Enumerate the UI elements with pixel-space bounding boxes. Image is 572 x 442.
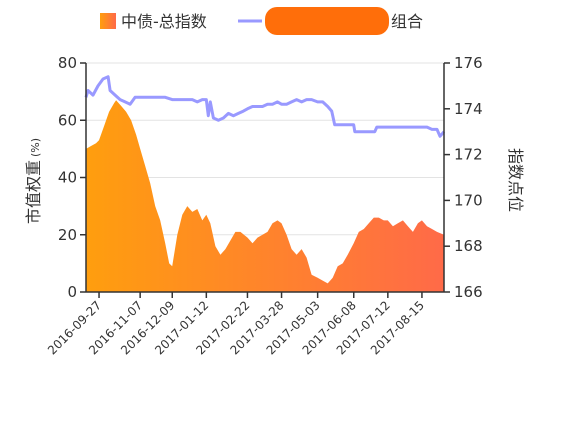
legend-area-swatch xyxy=(100,13,116,29)
legend-line-label: 组合 xyxy=(391,12,423,31)
area-series-zhongzhai-total-index[interactable] xyxy=(86,100,444,292)
y-right-tick-label: 166 xyxy=(454,283,483,301)
y-left-tick-labels: 0 20 40 60 80 xyxy=(58,54,86,301)
y-left-tick-label: 0 xyxy=(67,283,77,301)
legend[interactable]: 中债-总指数 组合 xyxy=(100,7,423,35)
y-left-tick-label: 80 xyxy=(58,54,77,72)
line-layer xyxy=(84,75,446,138)
line-series-portfolio[interactable] xyxy=(84,75,446,138)
y-left-tick-label: 60 xyxy=(58,111,77,129)
legend-area-label: 中债-总指数 xyxy=(121,12,207,31)
y-left-tick-label: 40 xyxy=(58,169,77,187)
y-left-tick-label: 20 xyxy=(58,226,77,244)
legend-redaction-blur xyxy=(265,7,389,35)
y-right-tick-labels: 166 168 170 172 174 176 xyxy=(444,54,483,301)
x-tick-labels: 2016-09-272016-11-072016-12-092017-01-12… xyxy=(45,292,427,357)
y-right-tick-label: 168 xyxy=(454,237,483,255)
legend-item-area[interactable]: 中债-总指数 xyxy=(100,12,207,31)
y-right-axis-title: 指数点位 xyxy=(506,148,525,212)
y-left-axis-title: 市值权重(%) xyxy=(24,138,43,224)
legend-item-line[interactable]: 组合 xyxy=(238,7,423,35)
area-layer xyxy=(86,100,444,292)
y-right-tick-label: 176 xyxy=(454,54,483,72)
y-right-tick-label: 172 xyxy=(454,146,483,164)
y-right-tick-label: 170 xyxy=(454,191,483,209)
y-right-tick-label: 174 xyxy=(454,100,483,118)
